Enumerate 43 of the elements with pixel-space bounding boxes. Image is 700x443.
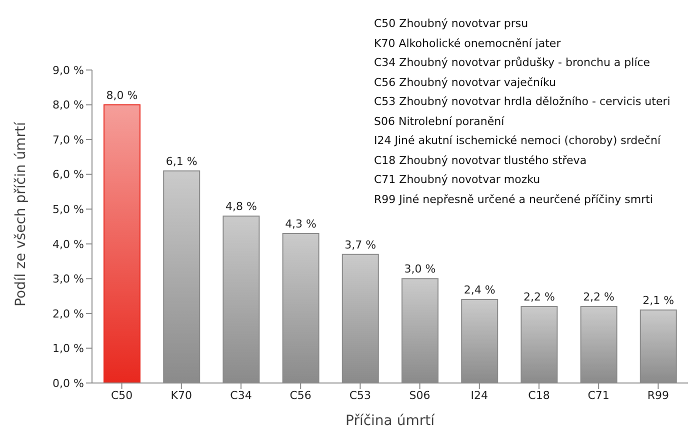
bar <box>104 104 140 383</box>
y-tick-label: 6,0 % <box>52 168 84 182</box>
data-label: 3,0 % <box>404 262 436 276</box>
x-tick-label: S06 <box>409 388 430 402</box>
text: C34 Zhoubný novotvar průdušky - bronchu a plíce <box>374 55 652 71</box>
y-tick-label: 9,0 % <box>52 64 84 77</box>
y-tick-label: 5,0 % <box>52 203 84 216</box>
data-label: 8,0 % <box>106 88 138 102</box>
data-label: 2,1 % <box>642 294 674 307</box>
data-label: 4,3 % <box>285 217 317 230</box>
x-tick-label: C50 <box>110 388 133 402</box>
text: C50 Zhoubný novotvar prsu <box>374 16 530 32</box>
y-tick-label: 0,0 % <box>52 376 84 390</box>
x-tick-label: C18 <box>528 388 550 402</box>
x-tick-label: C71 <box>588 388 610 402</box>
annotation: C56 Zhoubný novotvar vaječníku <box>374 74 558 90</box>
annotation: C53 Zhoubný novotvar hrdla děložního - cervicis uteri <box>374 94 670 110</box>
x-tick-label: C56 <box>290 388 312 402</box>
annotation: I24 Jiné akutní ischemické nemoci (choroby) srdeční <box>374 133 662 149</box>
annotation: C71 Zhoubný novotvar mozku <box>374 172 542 188</box>
x-tick-label: I24 <box>470 388 488 402</box>
annotation: C18 Zhoubný novotvar tlustého střeva <box>374 152 588 168</box>
annotation: S06 Nitrolební poranění <box>374 114 506 130</box>
x-tick-label: R99 <box>647 388 670 402</box>
y-tick-label: 2,0 % <box>52 307 84 320</box>
y-axis-title: Podíl ze všech příčin úmrtí <box>12 121 29 306</box>
data-label: 2,2 % <box>523 290 555 304</box>
data-label: 6,1 % <box>166 154 198 168</box>
y-tick-label: 1,0 % <box>52 342 84 356</box>
x-tick-label: C34 <box>230 388 252 402</box>
y-tick-label: 4,0 % <box>52 238 84 251</box>
y-tick-label: 3,0 % <box>52 272 84 286</box>
x-axis-title: Příčina úmrtí <box>346 413 436 429</box>
x-tick-label: C53 <box>349 388 372 402</box>
y-tick-label: 8,0 % <box>52 98 84 112</box>
data-label: 2,2 % <box>583 290 615 304</box>
annotation: R99 Jiné nepřesně určené a neurčené příčiny smrti <box>374 192 654 208</box>
text: K70 Alkoholické onemocnění jater <box>374 36 562 52</box>
x-tick-label: K70 <box>170 388 192 402</box>
data-label: 3,7 % <box>344 238 376 252</box>
data-label: 2,4 % <box>464 284 496 297</box>
y-tick-label: 7,0 % <box>52 133 84 146</box>
data-label: 4,8 % <box>225 200 257 214</box>
